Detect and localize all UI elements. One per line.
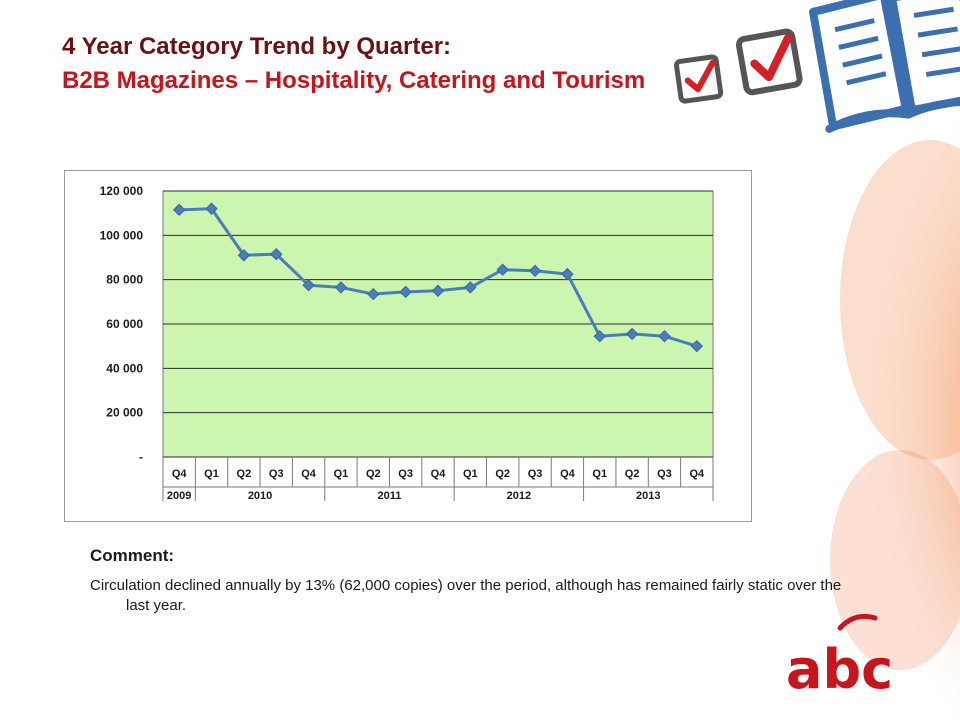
data-point xyxy=(561,267,574,281)
data-point xyxy=(658,329,671,343)
x-tick-label: Q4 xyxy=(431,468,447,480)
open-book-icon xyxy=(809,0,960,133)
data-point xyxy=(270,247,283,261)
x-tick-label: Q2 xyxy=(366,468,381,480)
y-tick-label: 120 000 xyxy=(100,184,144,198)
y-tick-label: 20 000 xyxy=(106,406,143,420)
data-point xyxy=(302,279,315,292)
x-tick-label: Q2 xyxy=(625,468,640,480)
data-point xyxy=(367,287,380,301)
comment-section: Comment: Circulation declined annually b… xyxy=(90,546,860,616)
checkbox-check-icon xyxy=(674,54,724,104)
year-label: 2009 xyxy=(167,490,191,502)
x-tick-label: Q1 xyxy=(334,468,349,480)
x-tick-label: Q2 xyxy=(495,468,510,480)
data-point xyxy=(399,285,412,299)
title-line-2: B2B Magazines – Hospitality, Catering an… xyxy=(62,67,646,94)
x-tick-label: Q1 xyxy=(204,468,219,480)
x-tick-label: Q4 xyxy=(301,468,317,480)
page-title: 4 Year Category Trend by Quarter: B2B Ma… xyxy=(62,30,662,98)
x-tick-label: Q4 xyxy=(689,468,705,480)
data-point xyxy=(334,281,348,294)
data-point xyxy=(625,327,639,341)
comment-text: Circulation declined annually by 13% (62… xyxy=(90,577,842,614)
y-tick-label: 80 000 xyxy=(106,273,143,287)
data-point xyxy=(593,329,606,343)
y-tick-label: 100 000 xyxy=(100,228,144,242)
x-tick-label: Q3 xyxy=(657,468,672,480)
x-tick-label: Q3 xyxy=(528,468,543,480)
year-label: 2010 xyxy=(248,490,272,502)
y-tick-label: - xyxy=(139,450,143,464)
title-line-1: 4 Year Category Trend by Quarter: xyxy=(62,33,452,60)
abc-logo: abc xyxy=(786,613,893,701)
y-tick-label: 40 000 xyxy=(106,361,143,375)
data-point xyxy=(690,339,704,353)
comment-heading: Comment: xyxy=(90,546,175,565)
orange-splash-shape xyxy=(760,90,960,720)
y-tick-label: 60 000 xyxy=(106,317,143,331)
checkbox-check-large-icon xyxy=(735,28,803,96)
x-tick-label: Q4 xyxy=(172,468,188,480)
x-tick-label: Q1 xyxy=(463,468,478,480)
data-point xyxy=(528,264,542,278)
abc-logo-text: abc xyxy=(786,638,893,701)
x-tick-label: Q3 xyxy=(398,468,413,480)
year-label: 2011 xyxy=(378,490,402,502)
data-point xyxy=(237,249,251,262)
x-tick-label: Q3 xyxy=(269,468,284,480)
data-point xyxy=(172,203,186,217)
data-point xyxy=(464,281,477,294)
line-chart: - 20 000 40 000 60 000 80 000 100 000 120 000 Q… xyxy=(100,184,714,502)
data-point xyxy=(205,202,218,215)
data-point xyxy=(496,263,509,276)
year-label: 2013 xyxy=(636,490,660,502)
chart-frame: - 20 000 40 000 60 000 80 000 100 000 120 000 Q… xyxy=(64,170,752,522)
x-tick-label: Q4 xyxy=(560,468,576,480)
x-tick-label: Q2 xyxy=(237,468,252,480)
x-tick-label: Q1 xyxy=(592,468,607,480)
data-point xyxy=(431,284,445,297)
orange-splash-shape xyxy=(840,140,960,460)
year-label: 2012 xyxy=(507,490,531,502)
